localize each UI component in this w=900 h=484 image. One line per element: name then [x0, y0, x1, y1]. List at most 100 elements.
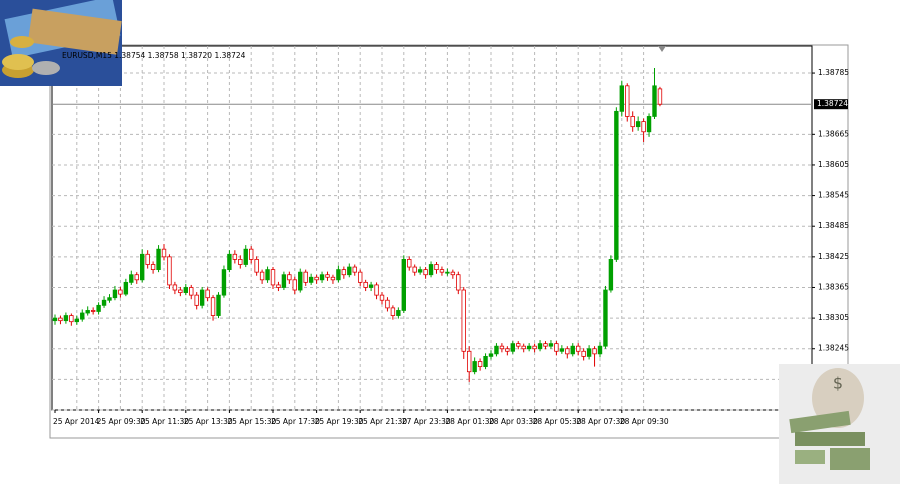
euro-image [0, 0, 122, 86]
candle-body [652, 85, 657, 117]
chart-layer: 1.38785 1.38665 1.38605 1.38545 1.38485 1.384… [52, 46, 849, 426]
candle-body [537, 343, 543, 350]
candle-body [483, 355, 488, 368]
candle-body [619, 85, 624, 112]
candle-body [123, 281, 129, 295]
candle-body [521, 345, 526, 350]
candle-body [248, 248, 254, 260]
candle-body [314, 276, 319, 281]
candle-body [646, 116, 652, 133]
candle-body [90, 310, 96, 312]
candle-body [466, 350, 472, 373]
candle-body [510, 343, 515, 352]
candle-body [101, 299, 107, 306]
candle-body [243, 248, 248, 265]
candle-body [63, 315, 69, 322]
candle-body [363, 281, 368, 288]
candle-body [292, 279, 297, 291]
candle-body [597, 345, 603, 355]
candle-body [58, 317, 63, 322]
candle-body [221, 269, 227, 296]
candle-body [129, 274, 134, 283]
y-tick-label: 1.38785 [818, 68, 849, 77]
candle-body [52, 317, 58, 322]
y-tick-label: 1.38245 [818, 344, 849, 353]
candle-body [325, 274, 330, 278]
x-tick-label: 25 Apr 15:30 [227, 417, 276, 426]
candle-body [635, 121, 641, 128]
candle-body [216, 294, 221, 316]
candle-body [85, 310, 90, 314]
candle-body [172, 284, 178, 291]
x-tick-label: 25 Apr 21:30 [358, 417, 407, 426]
candle-body [450, 271, 456, 276]
candle-body [625, 85, 630, 117]
candle-body [641, 121, 646, 133]
x-tick-label: 25 Apr 13:30 [184, 417, 233, 426]
candle-body [96, 304, 101, 312]
candle-body [118, 289, 123, 295]
candle-body [270, 269, 276, 286]
candle-body [178, 289, 183, 293]
candle-body [630, 116, 635, 128]
coin [2, 54, 34, 70]
x-tick-label: 25 Apr 19:30 [315, 417, 364, 426]
money-bag-image: $ [779, 364, 900, 484]
candle-body [254, 258, 259, 273]
candle-body [80, 312, 85, 320]
candle-body [74, 318, 79, 323]
chart-header: EURUSD,M15 1.38754 1.38758 1.38720 1.387… [62, 51, 246, 60]
y-tick-label: 1.38365 [818, 282, 849, 291]
candle-body [156, 248, 161, 271]
x-tick-label: 25 Apr 2014 [53, 417, 100, 426]
candle-body [319, 274, 325, 281]
candle-body [407, 258, 412, 268]
candle-body [189, 287, 194, 296]
candle-body [543, 343, 548, 347]
candle-body [379, 294, 385, 301]
candle-body [526, 345, 532, 350]
candle-body [139, 253, 145, 281]
candle-body [183, 287, 188, 293]
x-tick-label: 28 Apr 03:30 [489, 417, 538, 426]
candle-body [472, 361, 477, 373]
x-tick-label: 28 Apr 07:30 [576, 417, 625, 426]
x-tick-label: 25 Apr 09:30 [97, 417, 146, 426]
candle-body [145, 253, 150, 265]
coin [32, 61, 60, 75]
candle-body [390, 307, 396, 316]
candle-body [423, 269, 428, 276]
candle-body [570, 345, 575, 355]
candle-body [161, 248, 167, 258]
candle-body [238, 258, 243, 265]
candle-body [477, 361, 483, 368]
dollar-sign: $ [833, 374, 843, 393]
candle-body [445, 271, 450, 274]
candle-body [276, 284, 281, 288]
candle-body [298, 271, 303, 291]
candle-body [559, 348, 565, 352]
candle-body [494, 345, 499, 355]
x-tick-label: 25 Apr 17:30 [271, 417, 320, 426]
current-price-box [814, 99, 848, 110]
candle-body [657, 88, 663, 105]
coin [10, 36, 34, 48]
candle-body [194, 294, 199, 306]
candle-body [259, 271, 265, 281]
candle-body [330, 276, 336, 281]
banknotes [789, 410, 851, 434]
candle-body [396, 310, 401, 316]
y-tick-label: 1.38665 [818, 129, 849, 138]
x-tick-label: 28 Apr 01:30 [445, 417, 494, 426]
candle-body [265, 269, 270, 281]
banknotes [795, 450, 825, 464]
candle-body [554, 343, 559, 352]
candle-body [287, 274, 292, 281]
shift-marker [658, 46, 666, 52]
candle-body [107, 297, 112, 301]
candle-body [434, 264, 439, 271]
candle-body [341, 269, 347, 276]
candle-body [352, 266, 357, 273]
